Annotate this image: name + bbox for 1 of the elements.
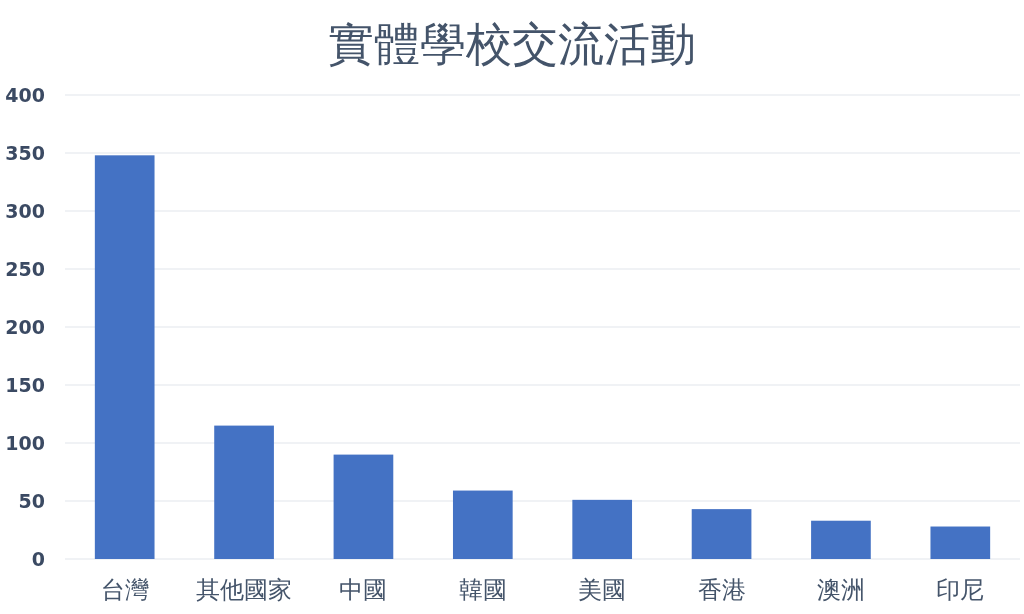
title: 實體學校交流活動 [328, 19, 696, 70]
